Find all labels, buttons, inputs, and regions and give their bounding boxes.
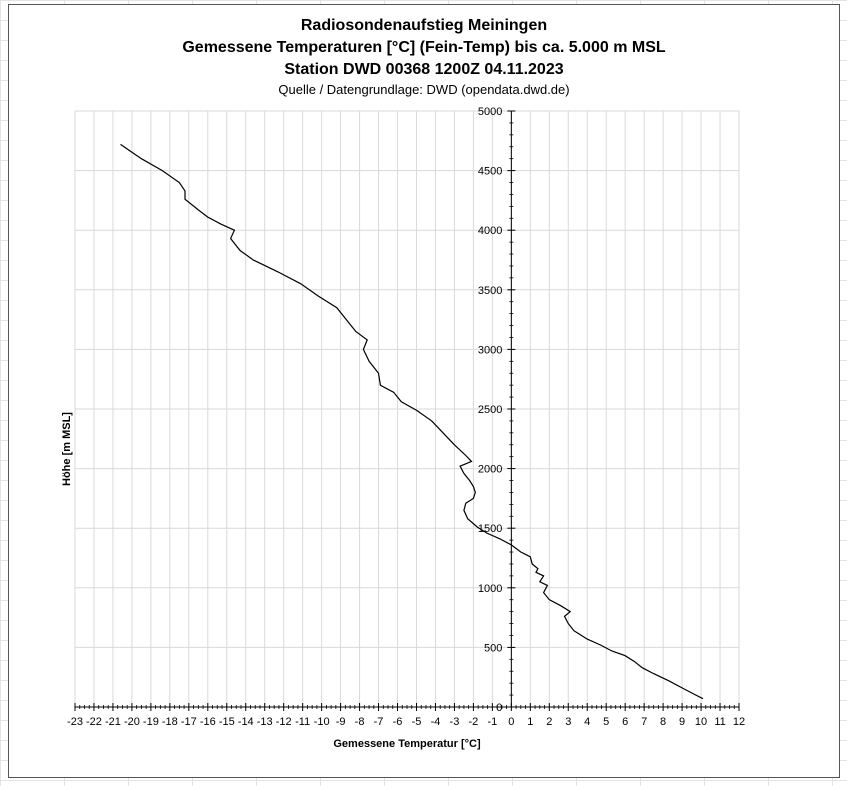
x-tick-label: 10 <box>695 716 707 728</box>
x-tick-label: -1 <box>487 716 497 728</box>
x-tick-label: -23 <box>67 716 83 728</box>
y-tick-label: 500 <box>484 642 502 654</box>
x-tick-label: -7 <box>374 716 384 728</box>
x-tick-label: -6 <box>393 716 403 728</box>
y-tick-label: 1500 <box>478 523 502 535</box>
x-tick-label: -10 <box>314 716 330 728</box>
x-tick-label: 1 <box>527 716 533 728</box>
chart-title-line-3: Station DWD 00368 1200Z 04.11.2023 <box>284 61 564 78</box>
x-tick-label: 12 <box>733 716 745 728</box>
chart-titles: Radiosondenaufstieg Meiningen Gemessene … <box>9 15 839 99</box>
y-tick-label: 2000 <box>478 464 502 476</box>
x-tick-label: 3 <box>565 716 571 728</box>
chart-title-line-2: Gemessene Temperaturen [°C] (Fein-Temp) … <box>182 39 666 56</box>
x-tick-label: -19 <box>143 716 159 728</box>
y-tick-label: 0 <box>496 702 502 714</box>
x-tick-labels: -23 -22 -21 -20 -19 -18 -17 -16 -15 -14 -13 -12 -11-… <box>67 716 745 728</box>
x-tick-label: -8 <box>355 716 365 728</box>
x-tick-label: -13 <box>257 716 273 728</box>
temperature-profile-line <box>120 143 704 700</box>
x-tick-label: -5 <box>412 716 422 728</box>
x-tick-label: -15 <box>219 716 235 728</box>
horizontal-gridlines <box>75 110 739 708</box>
x-tick-label: -20 <box>124 716 140 728</box>
y-axis-title: Höhe [m MSL] <box>61 412 73 486</box>
x-tick-label: 11 <box>714 716 725 728</box>
x-tick-label: -18 <box>162 716 178 728</box>
y-tick-label: 4500 <box>478 166 502 178</box>
x-tick-label: -22 <box>86 716 102 728</box>
y-tick-label: 4000 <box>478 225 502 237</box>
y-tick-labels: 0 500 1000 1500 2000 2500 3000 3500 4000 4500 5000 <box>478 106 502 714</box>
x-tick-label: -9 <box>336 716 346 728</box>
x-tick-label: -12 <box>276 716 292 728</box>
x-tick-label: 9 <box>679 716 685 728</box>
y-tick-label: 2500 <box>478 404 502 416</box>
x-tick-label: -11 <box>295 716 310 728</box>
x-tick-label: -3 <box>450 716 460 728</box>
x-tick-label: 8 <box>660 716 666 728</box>
y-tick-label: 1000 <box>478 583 502 595</box>
y-tick-label: 5000 <box>478 106 502 118</box>
x-axis-title: Gemessene Temperatur [°C] <box>333 738 481 750</box>
x-tick-label: -17 <box>181 716 197 728</box>
x-tick-label: 4 <box>584 716 590 728</box>
x-tick-label: 0 <box>508 716 514 728</box>
x-tick-label: 6 <box>622 716 628 728</box>
chart-subtitle: Quelle / Datengrundlage: DWD (opendata.d… <box>278 82 570 97</box>
x-tick-label: -2 <box>469 716 479 728</box>
chart-title-line-1: Radiosondenaufstieg Meiningen <box>300 17 548 34</box>
x-tick-label: 7 <box>641 716 647 728</box>
x-tick-label: -16 <box>200 716 216 728</box>
x-tick-label: -4 <box>431 716 441 728</box>
axes <box>74 110 740 711</box>
x-tick-label: 5 <box>603 716 609 728</box>
x-tick-label: -14 <box>238 716 254 728</box>
y-tick-label: 3500 <box>478 285 502 297</box>
y-tick-label: 3000 <box>478 344 502 356</box>
x-tick-label: -21 <box>105 716 121 728</box>
x-tick-label: 2 <box>546 716 552 728</box>
